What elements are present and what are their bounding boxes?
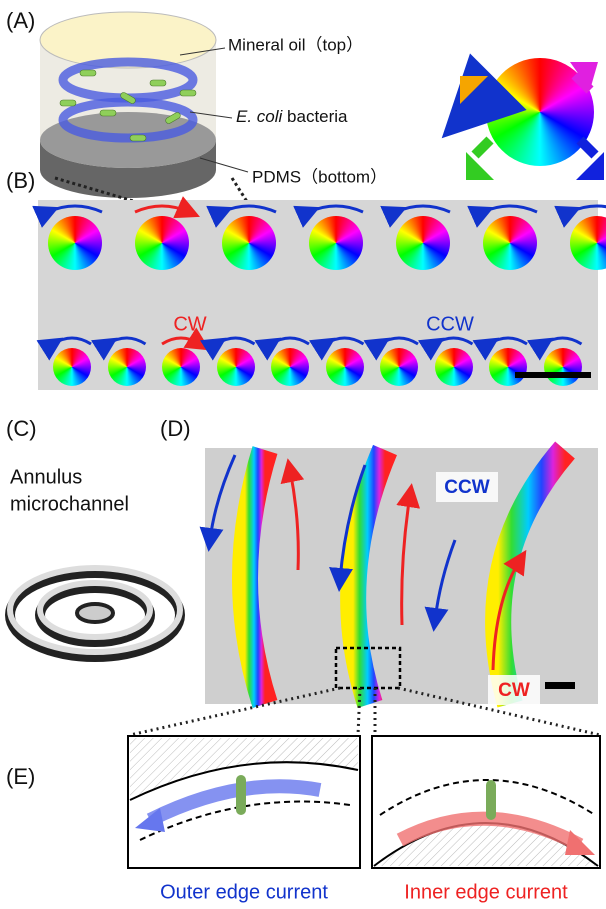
vortex-disk [108, 348, 146, 386]
vortex-disk [396, 216, 450, 270]
scale-bar [515, 372, 591, 378]
vortex-disk [48, 216, 102, 270]
vortex-disk [544, 348, 582, 386]
direction-label: CW [173, 313, 206, 335]
panel-label: (C) [6, 416, 37, 441]
caption: Inner edge current [404, 881, 568, 903]
direction-label: CCW [444, 477, 489, 498]
annotation: PDMS（bottom） [252, 167, 387, 186]
annotation: E. coli bacteria [236, 107, 348, 126]
vortex-disk [570, 216, 606, 270]
panel-title: Annulus [10, 466, 82, 488]
vortex-disk [217, 348, 255, 386]
caption: Outer edge current [160, 881, 328, 903]
schematic-outer [128, 736, 360, 868]
annulus-rings [10, 568, 180, 657]
cylinder [40, 12, 216, 198]
vortex-disk [271, 348, 309, 386]
direction-label: CCW [426, 313, 474, 335]
direction-label: CW [498, 680, 530, 701]
panel-label: (B) [6, 168, 35, 193]
panel-label: (E) [6, 764, 35, 789]
vortex-disk [222, 216, 276, 270]
annotation: Mineral oil（top） [228, 35, 363, 54]
vortex-disk [483, 216, 537, 270]
figure: (A) Mineral oil（top） E. coli bacteria PD… [0, 0, 606, 909]
vortex-disk [489, 348, 527, 386]
vortex-disk [435, 348, 473, 386]
vortex-disk [135, 216, 189, 270]
panel-label: (D) [160, 416, 191, 441]
vortex-disk [53, 348, 91, 386]
panel-title: microchannel [10, 493, 129, 515]
annotation-part: bacteria [287, 107, 348, 126]
schematic-inner [372, 736, 600, 868]
scale-bar [545, 682, 575, 689]
panel-label: (A) [6, 8, 35, 33]
annotation-part: E. coli [236, 107, 284, 126]
vortex-disk [162, 348, 200, 386]
vortex-disk [326, 348, 364, 386]
vortex-disk [309, 216, 363, 270]
vortex-disk [380, 348, 418, 386]
